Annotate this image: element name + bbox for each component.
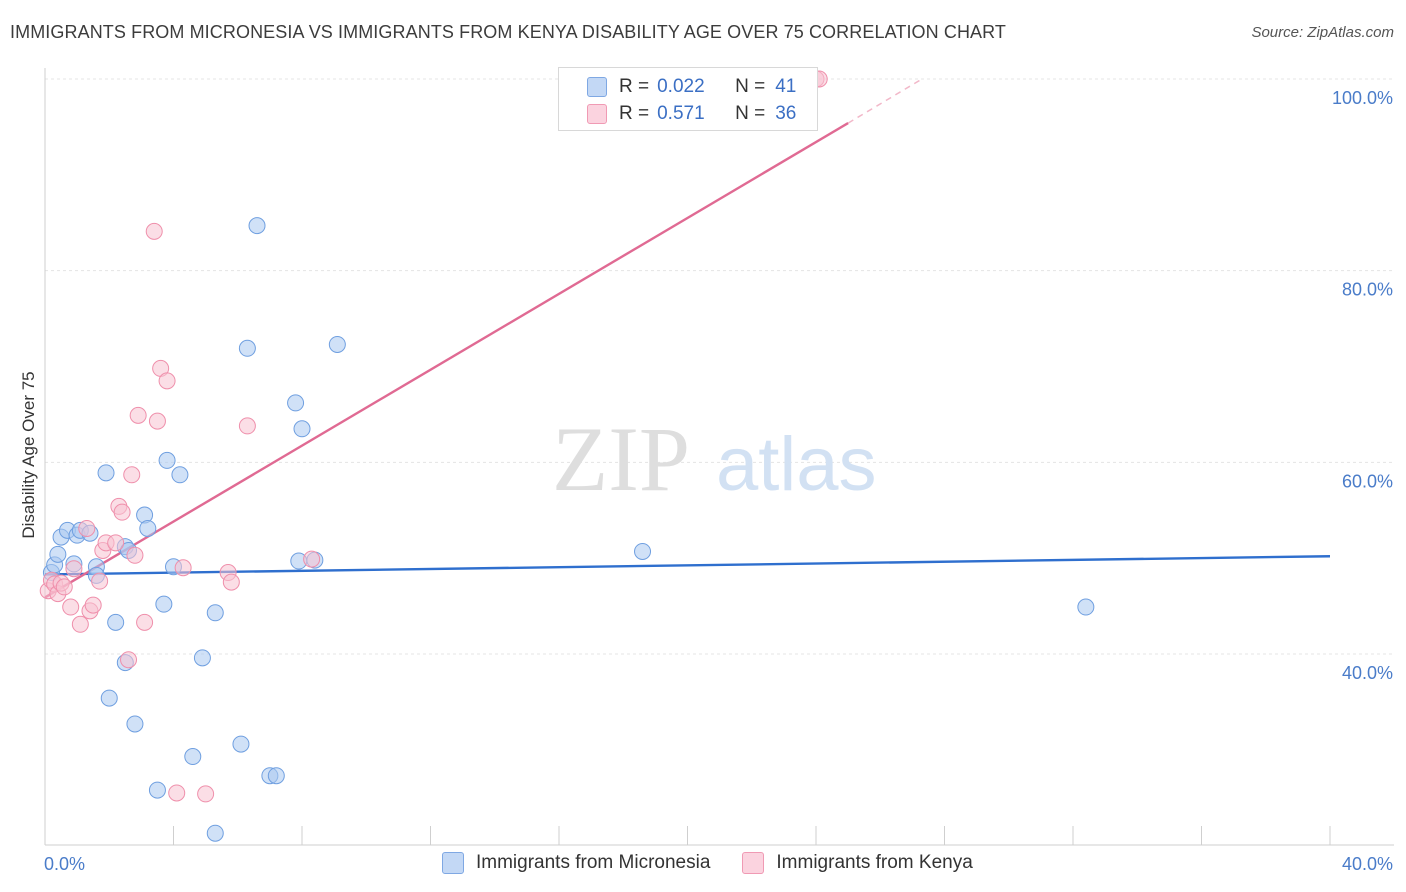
trend-lines xyxy=(44,78,1331,599)
series-legend-micronesia[interactable]: Immigrants from Micronesia xyxy=(442,852,710,874)
legend-r-value: 0.571 xyxy=(657,103,705,124)
axes xyxy=(44,68,1394,846)
point-kenya xyxy=(222,573,240,591)
point-kenya xyxy=(65,560,83,578)
point-kenya xyxy=(84,596,102,614)
x-tick-label: 40.0% xyxy=(1342,854,1393,874)
point-kenya xyxy=(120,651,138,669)
y-axis-title: Disability Age Over 75 xyxy=(19,371,38,538)
x-tick-label: 0.0% xyxy=(44,854,85,874)
y-tick-label: 100.0% xyxy=(1332,88,1393,108)
point-kenya xyxy=(126,546,144,564)
point-micronesia xyxy=(100,689,118,707)
point-kenya xyxy=(168,784,186,802)
series-swatch-micronesia xyxy=(442,852,464,874)
point-kenya xyxy=(303,550,321,568)
point-kenya xyxy=(129,406,147,424)
point-micronesia xyxy=(634,542,652,560)
series-legend-kenya[interactable]: Immigrants from Kenya xyxy=(742,852,973,874)
legend-n-label: N = xyxy=(735,103,766,124)
point-micronesia xyxy=(193,649,211,667)
legend-swatch-micronesia xyxy=(587,77,607,97)
legend-row-micronesia: R = 0.022 N = 41 xyxy=(587,74,796,100)
point-kenya xyxy=(145,222,163,240)
legend-n-value: 36 xyxy=(775,103,797,124)
trend-line-kenya-extension xyxy=(847,78,923,124)
point-kenya xyxy=(78,519,96,537)
legend-n-label: N = xyxy=(735,76,766,97)
point-kenya xyxy=(71,615,89,633)
point-kenya xyxy=(123,466,141,484)
point-micronesia xyxy=(328,335,346,353)
point-micronesia xyxy=(171,466,189,484)
point-micronesia xyxy=(184,748,202,766)
series-label-micronesia: Immigrants from Micronesia xyxy=(476,852,711,873)
correlation-legend: R = 0.022 N = 41 R = 0.571 N = 36 xyxy=(558,67,818,131)
series-legend: Immigrants from Micronesia Immigrants fr… xyxy=(442,852,1005,874)
chart-title: IMMIGRANTS FROM MICRONESIA VS IMMIGRANTS… xyxy=(10,22,1007,42)
point-micronesia xyxy=(49,545,67,563)
point-micronesia xyxy=(248,217,266,235)
legend-swatch-kenya xyxy=(587,104,607,124)
point-micronesia xyxy=(155,595,173,613)
tick-labels: 40.0% 60.0% 80.0% 100.0% 0.0% 40.0% xyxy=(44,88,1393,874)
watermark-atlas: atlas xyxy=(716,422,877,507)
point-kenya xyxy=(113,503,131,521)
point-kenya xyxy=(91,572,109,590)
point-micronesia xyxy=(238,339,256,357)
point-micronesia xyxy=(287,394,305,412)
point-micronesia xyxy=(126,715,144,733)
point-kenya xyxy=(197,785,215,803)
legend-r-value: 0.022 xyxy=(657,76,705,97)
point-micronesia xyxy=(158,451,176,469)
trend-line-micronesia xyxy=(44,555,1331,576)
source-label: Source: ZipAtlas.com xyxy=(1251,24,1394,41)
watermark-zip: ZIP xyxy=(552,408,690,510)
series-label-kenya: Immigrants from Kenya xyxy=(776,852,973,873)
point-micronesia xyxy=(139,519,157,537)
series-swatch-kenya xyxy=(742,852,765,874)
watermark: ZIP atlas xyxy=(552,408,877,510)
point-micronesia xyxy=(293,420,311,438)
point-kenya xyxy=(136,613,154,631)
point-micronesia xyxy=(232,735,250,753)
point-kenya xyxy=(55,578,73,596)
legend-row-kenya: R = 0.571 N = 36 xyxy=(587,101,796,127)
y-tick-label: 60.0% xyxy=(1342,471,1393,491)
trend-line-kenya xyxy=(44,122,849,599)
point-micronesia xyxy=(206,604,224,622)
point-kenya xyxy=(158,372,176,390)
point-kenya xyxy=(62,598,80,616)
legend-n-value: 41 xyxy=(775,76,797,97)
point-micronesia xyxy=(206,824,224,842)
point-micronesia xyxy=(97,464,115,482)
point-kenya xyxy=(148,412,166,430)
legend-r-label: R = xyxy=(619,76,650,97)
y-tick-label: 40.0% xyxy=(1342,663,1393,683)
point-kenya xyxy=(238,417,256,435)
point-kenya xyxy=(174,559,192,577)
point-micronesia xyxy=(1077,598,1095,616)
point-micronesia xyxy=(267,767,285,785)
y-tick-label: 80.0% xyxy=(1342,280,1393,300)
point-micronesia xyxy=(107,613,125,631)
legend-r-label: R = xyxy=(619,103,650,124)
point-micronesia xyxy=(148,781,166,799)
grid-lines xyxy=(45,78,1394,655)
point-kenya xyxy=(107,534,125,552)
